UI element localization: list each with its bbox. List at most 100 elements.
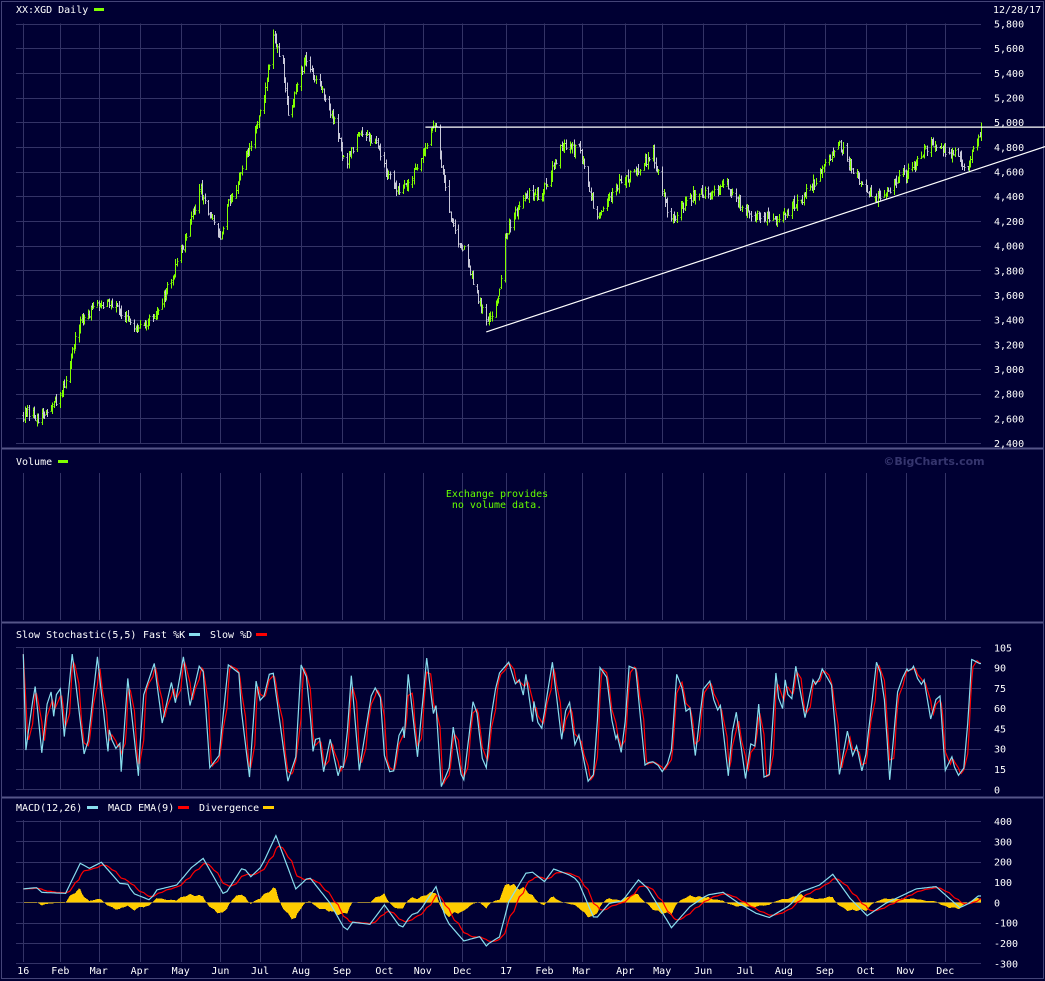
price-bar [850,159,853,174]
price-panel [22,29,1045,427]
price-bar [375,135,378,144]
price-bar [829,154,832,161]
price-bar [202,194,205,205]
bigcharts-copyright: ©BigCharts.com [883,455,984,468]
price-bar [231,192,234,203]
price-bar [861,181,864,185]
price-bar [452,218,455,227]
price-bar [522,194,525,209]
price-bar [185,232,188,241]
fast-k-label: Fast %K [143,630,185,641]
price-bar [759,212,762,223]
price-bar [34,414,37,421]
price-bar [907,163,910,180]
price-bar [414,163,417,169]
macd-line [23,834,981,947]
price-bar [366,130,369,137]
price-bar [682,202,685,213]
price-bar [346,153,349,169]
y-tick-label: 3,200 [994,340,1024,351]
macd-panel [23,834,982,947]
price-bar [952,150,955,156]
price-bar [883,190,886,198]
macd-swatch [87,806,98,809]
price-bar [264,82,267,104]
price-bar [509,219,512,233]
price-bar [248,142,251,157]
price-bar [324,94,327,103]
y-tick-label: 2,800 [994,390,1024,401]
price-bar [387,170,390,179]
y-tick-label: 75 [994,684,1006,695]
price-bar [313,74,316,83]
price-bar [887,187,890,193]
price-bar [793,195,796,212]
price-bar [379,143,382,161]
chart-title: XX:XGD Daily [16,5,88,16]
price-bar [309,56,312,73]
price-bar [370,134,373,144]
price-bar [625,174,628,189]
price-bar [911,162,914,172]
price-bar [707,186,710,199]
price-bar [383,152,386,168]
price-bar [698,193,701,201]
price-bar [305,52,308,67]
price-bar [352,146,355,154]
price-bar [463,245,466,250]
price-bar [491,311,494,322]
price-legend-swatch [94,8,104,11]
price-bar [74,332,77,351]
price-bar [948,147,951,155]
price-bar [852,167,855,175]
price-bar [801,194,804,206]
price-bar [153,313,156,320]
price-bar [63,379,66,388]
price-bar [284,77,287,93]
price-bar [579,141,582,154]
x-tick-label: Feb [535,966,553,977]
price-bar [690,194,693,206]
price-bar [944,143,947,157]
y-tick-label: 300 [994,837,1012,848]
divergence-histogram [23,883,982,920]
price-bar [145,320,148,331]
y-tick-label: 60 [994,704,1006,715]
y-tick-label: 105 [994,643,1012,654]
price-bar [448,180,451,213]
price-bar [83,314,86,325]
price-bar [920,151,923,159]
price-bar [358,132,361,137]
price-bar [88,310,91,319]
price-bar [957,148,960,157]
price-bar [551,160,554,182]
price-bar [528,187,531,204]
price-bar [477,289,480,305]
price-bar [796,194,799,211]
price-bar [815,177,818,186]
grid-lines [16,23,981,964]
price-bar [924,145,927,149]
price-bar [629,170,632,183]
price-bar [657,169,660,175]
price-bar [954,147,957,157]
price-bar [866,184,869,193]
price-bar [633,169,636,173]
price-bar [276,43,279,54]
fast-k-swatch [189,633,200,636]
price-bar [805,183,808,199]
x-tick-label: Jun [211,966,229,977]
y-tick-label: 200 [994,858,1012,869]
price-bar [750,211,753,222]
price-bar [772,213,775,221]
price-bar [661,166,664,197]
x-axis: 16 Feb Mar Apr May Jun Jul Aug Sep Oct Nov Dec 17 Feb… [17,966,954,977]
price-bar [506,233,509,240]
macd-ema-label: MACD EMA(9) [108,803,174,814]
price-bar [611,187,614,204]
price-bar [889,187,892,194]
price-bar [413,168,416,185]
y-tick-label: 0 [994,898,1000,909]
price-bar [278,42,281,57]
